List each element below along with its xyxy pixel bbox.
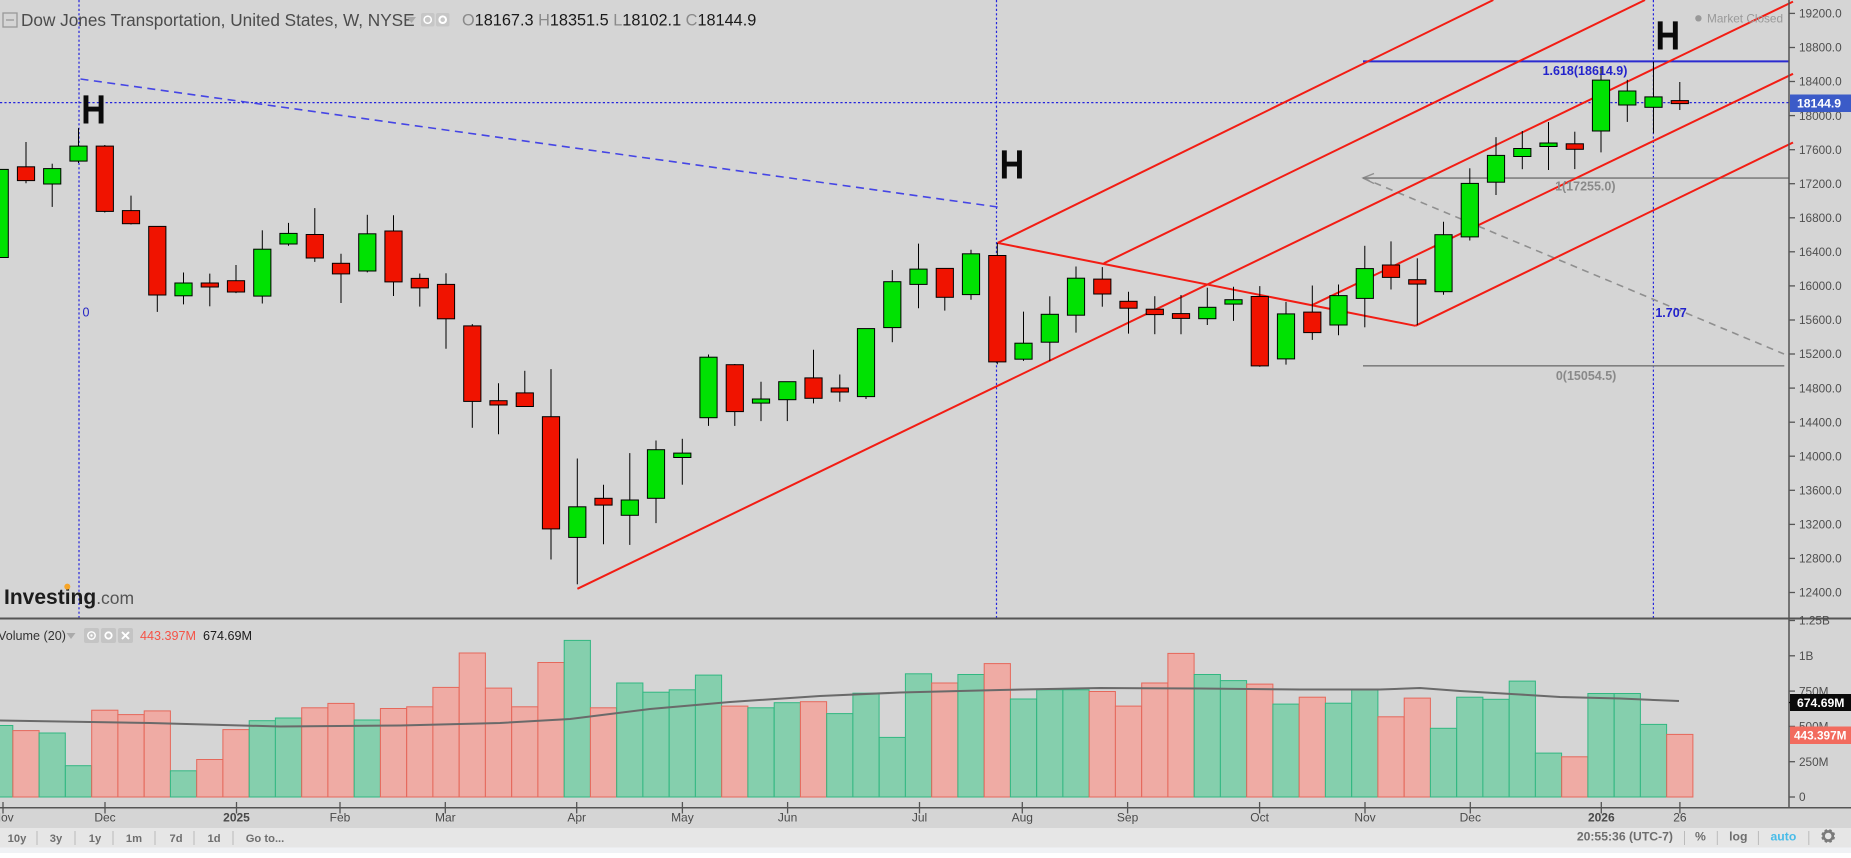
svg-text:Investing.com: Investing.com (4, 586, 134, 609)
svg-text:2025: 2025 (223, 811, 250, 825)
svg-text:13600.0: 13600.0 (1799, 484, 1842, 498)
svg-text:May: May (671, 811, 694, 825)
svg-text:3y: 3y (50, 833, 63, 845)
svg-text:0: 0 (1799, 790, 1806, 804)
svg-text:1m: 1m (126, 833, 142, 845)
svg-text:Sep: Sep (1117, 811, 1139, 825)
svg-text:Apr: Apr (567, 811, 586, 825)
svg-text:10y: 10y (8, 833, 27, 845)
svg-text:16400.0: 16400.0 (1799, 245, 1842, 259)
svg-text:1.25B: 1.25B (1799, 614, 1830, 628)
svg-text:Dec: Dec (94, 811, 115, 825)
svg-text:H: H (1000, 142, 1025, 188)
svg-text:2026: 2026 (1588, 811, 1615, 825)
svg-text:16000.0: 16000.0 (1799, 279, 1842, 293)
svg-text:18000.0: 18000.0 (1799, 109, 1842, 123)
svg-text:26: 26 (1673, 811, 1687, 825)
svg-text:0(15054.5): 0(15054.5) (1556, 369, 1616, 383)
svg-text:12800.0: 12800.0 (1799, 552, 1842, 566)
svg-text:14400.0: 14400.0 (1799, 415, 1842, 429)
svg-text:16800.0: 16800.0 (1799, 211, 1842, 225)
svg-text:O18167.3 H18351.5 L18102.1 C18: O18167.3 H18351.5 L18102.1 C18144.9 (462, 12, 756, 30)
svg-text:Jun: Jun (778, 811, 797, 825)
svg-text:13200.0: 13200.0 (1799, 518, 1842, 532)
svg-text:Oct: Oct (1250, 811, 1269, 825)
svg-text:0: 0 (83, 306, 90, 320)
svg-text:15600.0: 15600.0 (1799, 313, 1842, 327)
svg-text:250M: 250M (1799, 755, 1829, 769)
svg-text:1(17255.0): 1(17255.0) (1555, 180, 1615, 194)
svg-text:15200.0: 15200.0 (1799, 347, 1842, 361)
svg-text:Volume (20): Volume (20) (0, 629, 66, 643)
svg-text:17200.0: 17200.0 (1799, 177, 1842, 191)
svg-text:%: % (1695, 830, 1706, 844)
svg-text:Dec: Dec (1460, 811, 1481, 825)
svg-text:674.69M: 674.69M (203, 629, 252, 643)
svg-text:Market Closed: Market Closed (1707, 12, 1783, 26)
svg-text:auto: auto (1771, 830, 1797, 844)
svg-text:H: H (81, 87, 106, 133)
svg-text:Dow Jones Transportation, Unit: Dow Jones Transportation, United States,… (21, 10, 415, 30)
svg-text:Aug: Aug (1012, 811, 1033, 825)
svg-text:14000.0: 14000.0 (1799, 449, 1842, 463)
svg-text:12400.0: 12400.0 (1799, 586, 1842, 600)
svg-text:log: log (1729, 830, 1747, 844)
svg-text:1d: 1d (207, 833, 220, 845)
svg-text:14800.0: 14800.0 (1799, 381, 1842, 395)
svg-text:Nov: Nov (0, 811, 14, 825)
svg-text:1.707: 1.707 (1655, 306, 1686, 320)
svg-text:Feb: Feb (330, 811, 351, 825)
svg-text:18800.0: 18800.0 (1799, 41, 1842, 55)
svg-text:20:55:36 (UTC-7): 20:55:36 (UTC-7) (1577, 830, 1673, 844)
svg-text:7d: 7d (169, 833, 182, 845)
svg-text:18144.9: 18144.9 (1797, 96, 1841, 110)
svg-text:18400.0: 18400.0 (1799, 75, 1842, 89)
svg-text:Jul: Jul (912, 811, 927, 825)
svg-text:19200.0: 19200.0 (1799, 7, 1842, 21)
svg-text:Go to...: Go to... (246, 833, 285, 845)
svg-text:Mar: Mar (435, 811, 456, 825)
svg-text:1y: 1y (89, 833, 102, 845)
svg-text:Nov: Nov (1354, 811, 1375, 825)
svg-text:1B: 1B (1799, 649, 1814, 663)
svg-text:17600.0: 17600.0 (1799, 143, 1842, 157)
svg-text:H: H (1656, 13, 1681, 59)
svg-text:1.618(18614.9): 1.618(18614.9) (1543, 64, 1628, 78)
svg-text:674.69M: 674.69M (1797, 696, 1844, 710)
svg-text:443.397M: 443.397M (1794, 729, 1847, 743)
svg-text:443.397M: 443.397M (140, 629, 196, 643)
